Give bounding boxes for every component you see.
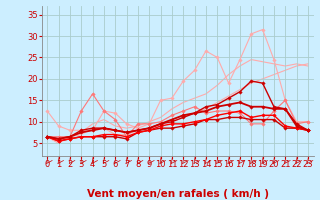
X-axis label: Vent moyen/en rafales ( km/h ): Vent moyen/en rafales ( km/h ) bbox=[87, 189, 268, 199]
